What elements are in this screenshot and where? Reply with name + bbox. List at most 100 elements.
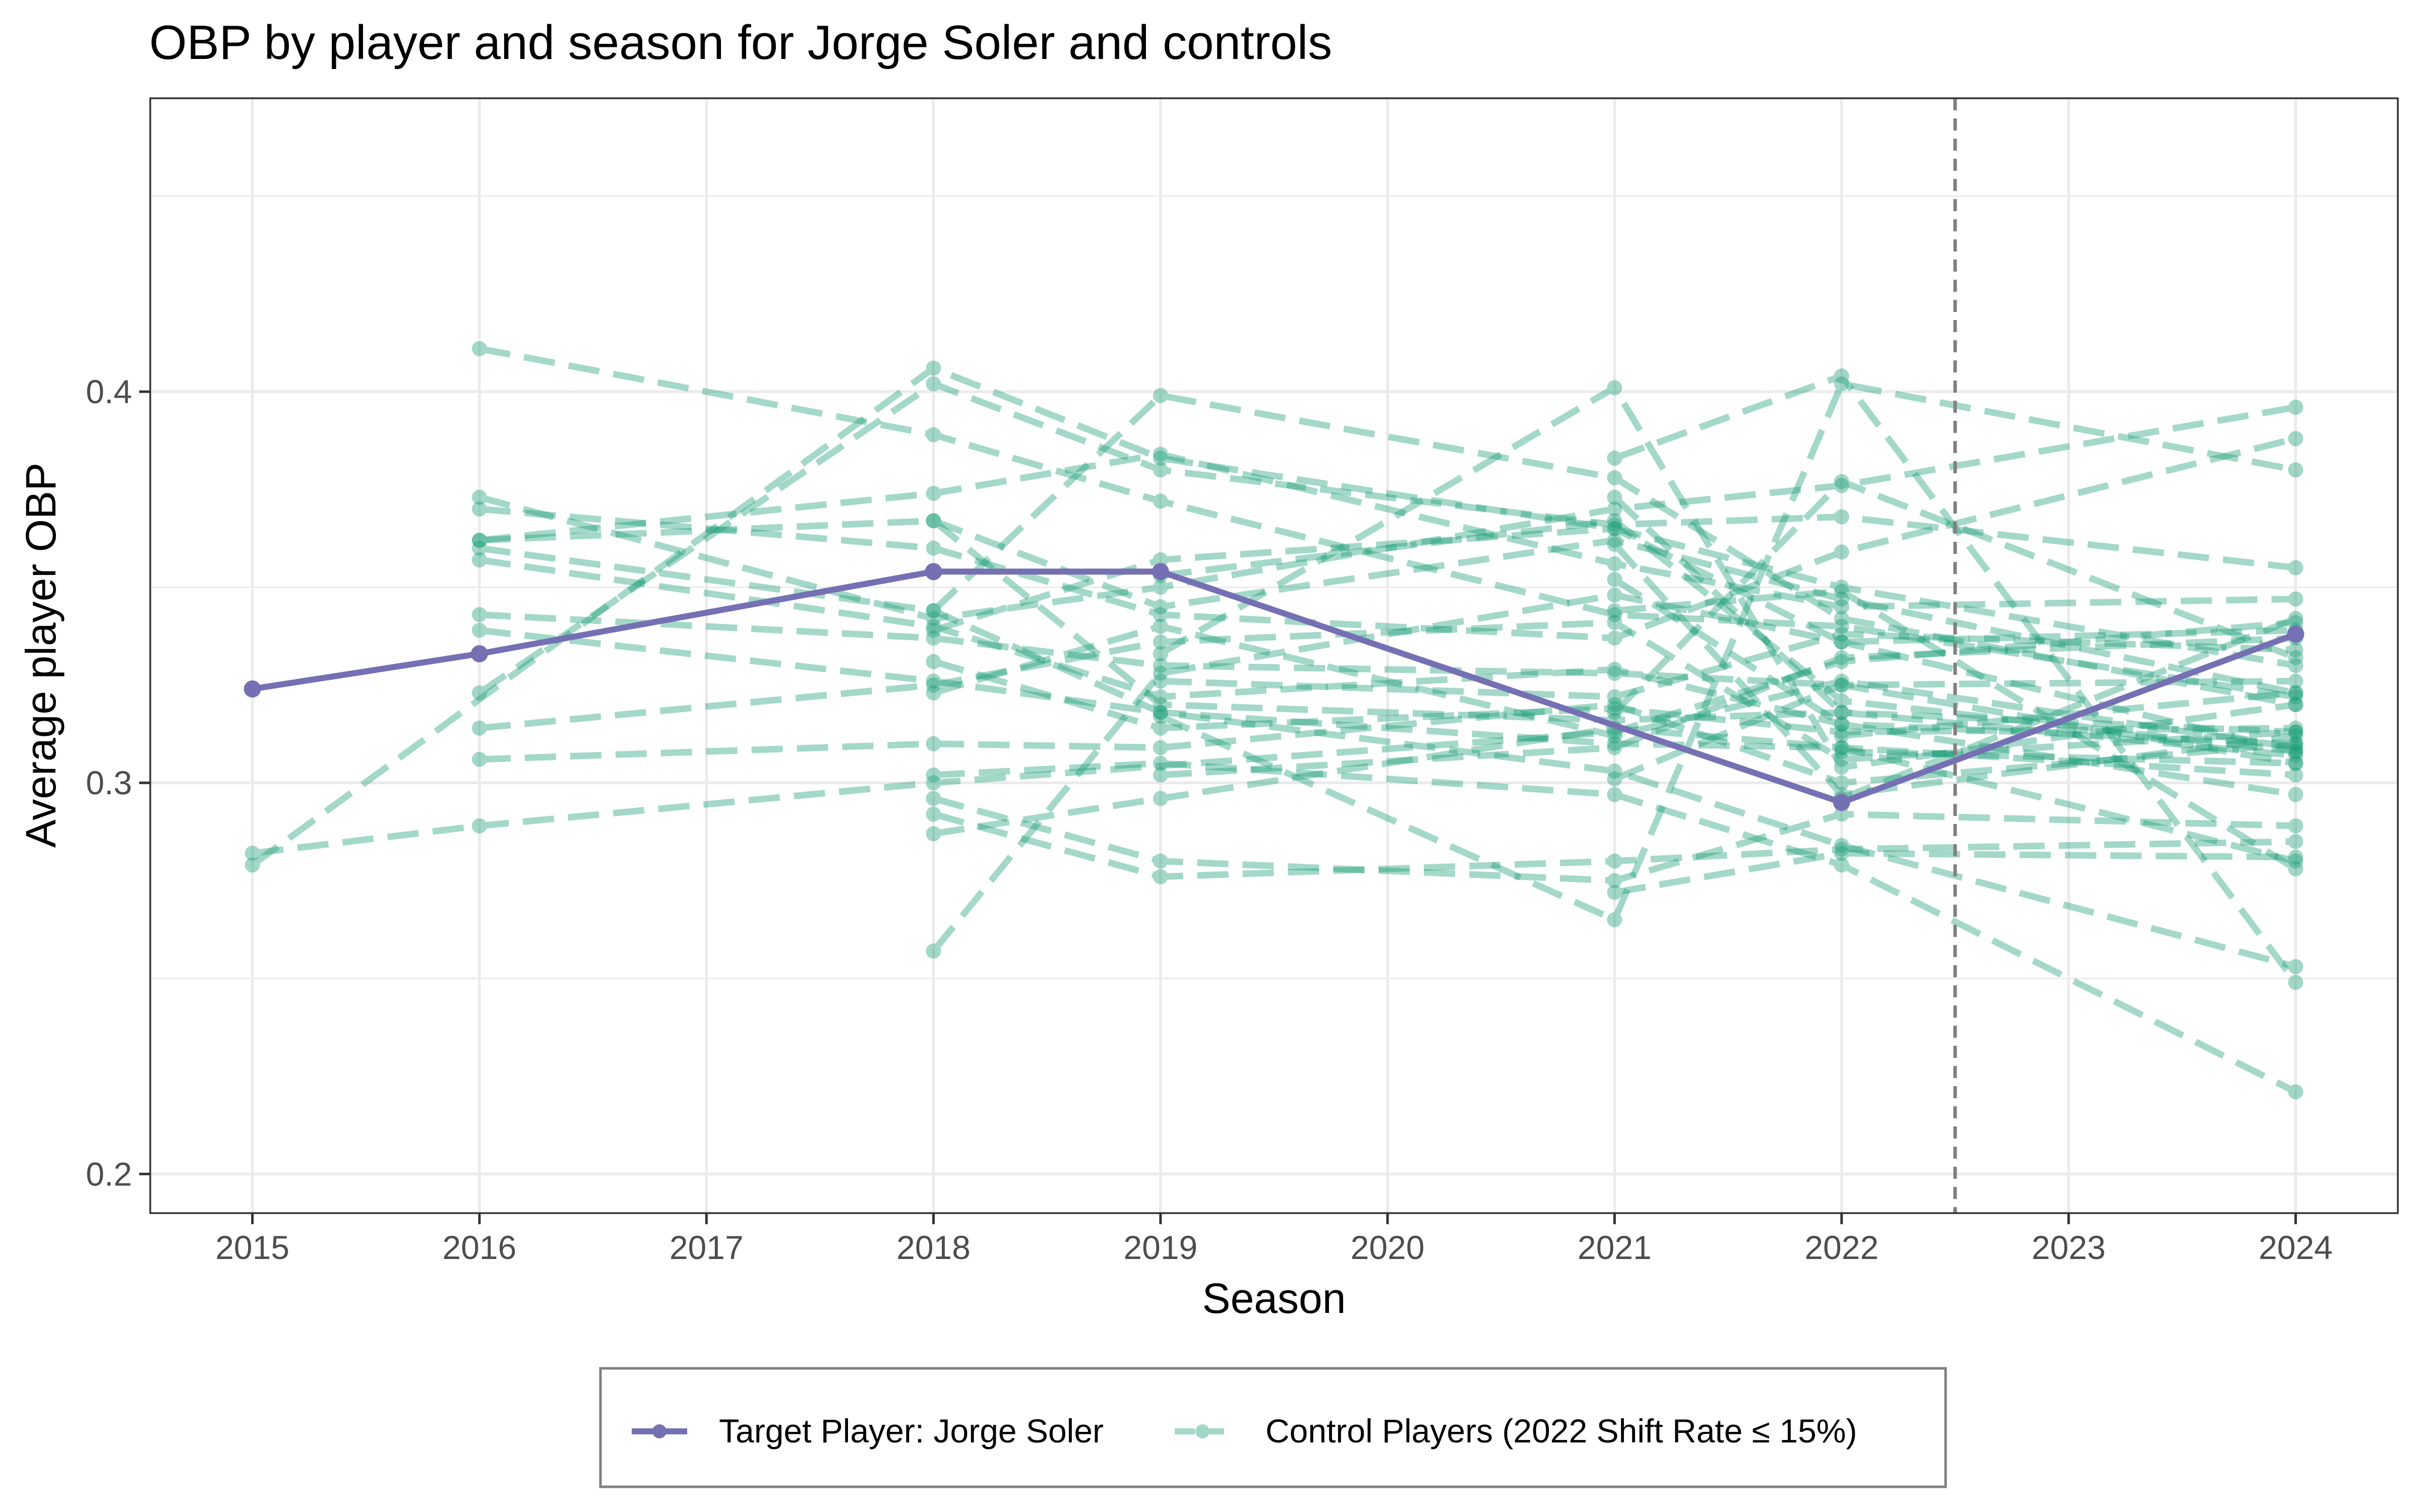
control-point (1834, 740, 1849, 755)
control-line (1613, 372, 2298, 984)
control-line (1613, 577, 2296, 798)
control-point (2288, 818, 2304, 834)
y-tick-label: 0.3 (86, 764, 132, 801)
control-line (932, 658, 2296, 735)
control-point (1153, 462, 1168, 478)
control-line (1160, 635, 2296, 779)
control-point (926, 513, 941, 529)
x-tick-label: 2016 (443, 1229, 517, 1266)
target-point (244, 680, 261, 698)
control-line (478, 404, 2296, 622)
control-point (471, 751, 487, 767)
control-point (471, 622, 487, 638)
control-series-12 (471, 431, 2304, 646)
control-point (2288, 400, 2304, 415)
control-point (1834, 693, 1849, 709)
control-point (1834, 716, 1849, 732)
control-point (1607, 728, 1622, 744)
control-point (1834, 650, 1849, 665)
control-point (1153, 447, 1168, 462)
control-point (1607, 536, 1622, 552)
control-series-15 (926, 587, 2304, 959)
control-series-7 (471, 607, 2304, 771)
control-line (1841, 689, 2296, 739)
control-point (1834, 744, 1849, 760)
control-point (2288, 736, 2304, 751)
control-point (471, 685, 487, 701)
control-point (471, 501, 487, 517)
control-point (1153, 646, 1168, 662)
control-line (479, 435, 2296, 642)
control-series-6 (471, 552, 2304, 751)
control-point (1607, 740, 1622, 755)
control-point (1153, 869, 1168, 885)
control-series-33 (1607, 845, 2304, 900)
control-point (2288, 728, 2304, 744)
control-line (478, 345, 2296, 700)
control-point (1607, 705, 1622, 720)
control-point (1607, 853, 1622, 869)
control-series-38 (1834, 685, 2304, 744)
control-point (2288, 697, 2304, 713)
control-point (1834, 611, 1849, 626)
control-point (1153, 705, 1168, 720)
control-point (1607, 489, 1622, 505)
control-point (2288, 849, 2304, 865)
control-point (471, 607, 487, 622)
control-point (1834, 716, 1849, 732)
control-point (1153, 451, 1168, 466)
control-series-36 (1607, 583, 2304, 876)
control-point (1153, 580, 1168, 595)
control-point (1153, 552, 1168, 568)
control-point (926, 427, 941, 443)
control-point (2288, 462, 2304, 478)
control-point (926, 806, 941, 822)
control-point (1834, 654, 1849, 669)
x-tick-label: 2019 (1123, 1229, 1197, 1266)
control-point (1607, 662, 1622, 677)
control-point (471, 341, 487, 356)
control-point (245, 845, 260, 861)
control-point (1834, 544, 1849, 560)
control-point (926, 943, 941, 959)
control-point (926, 513, 941, 529)
control-series-9 (471, 376, 2304, 701)
control-series-17 (926, 806, 2304, 885)
control-line (932, 525, 2296, 646)
control-point (1607, 607, 1622, 622)
x-tick-label: 2020 (1351, 1229, 1425, 1266)
target-point (1152, 563, 1169, 581)
control-point (2288, 787, 2304, 802)
control-point (2288, 615, 2304, 631)
control-point (1153, 658, 1168, 673)
control-point (1834, 857, 1849, 873)
control-point (2288, 975, 2304, 990)
control-point (2288, 560, 2304, 576)
control-series-14 (471, 540, 2304, 975)
control-point (1834, 376, 1849, 392)
control-point (1153, 697, 1168, 713)
control-point (926, 736, 941, 751)
control-point (1607, 501, 1622, 517)
control-point (926, 791, 941, 806)
control-point (1834, 751, 1849, 767)
control-point (2288, 744, 2304, 760)
control-point (926, 826, 941, 842)
control-point (2288, 1084, 2304, 1100)
x-axis: 2015 2016 2017 2018 2019 2020 2021 2022 2023 2024 (215, 1213, 2333, 1266)
control-point (2288, 740, 2304, 755)
control-point (1834, 474, 1849, 489)
control-point (926, 485, 941, 501)
control-point (471, 818, 487, 834)
control-line (1840, 615, 2297, 802)
control-line (478, 556, 2296, 747)
control-series-4 (471, 400, 2304, 626)
control-point (2288, 650, 2304, 665)
control-point (926, 360, 941, 376)
control-point (471, 552, 487, 568)
control-series-21 (926, 618, 2304, 755)
control-point (1153, 740, 1168, 755)
control-point (1607, 587, 1622, 603)
control-point (1607, 470, 1622, 485)
